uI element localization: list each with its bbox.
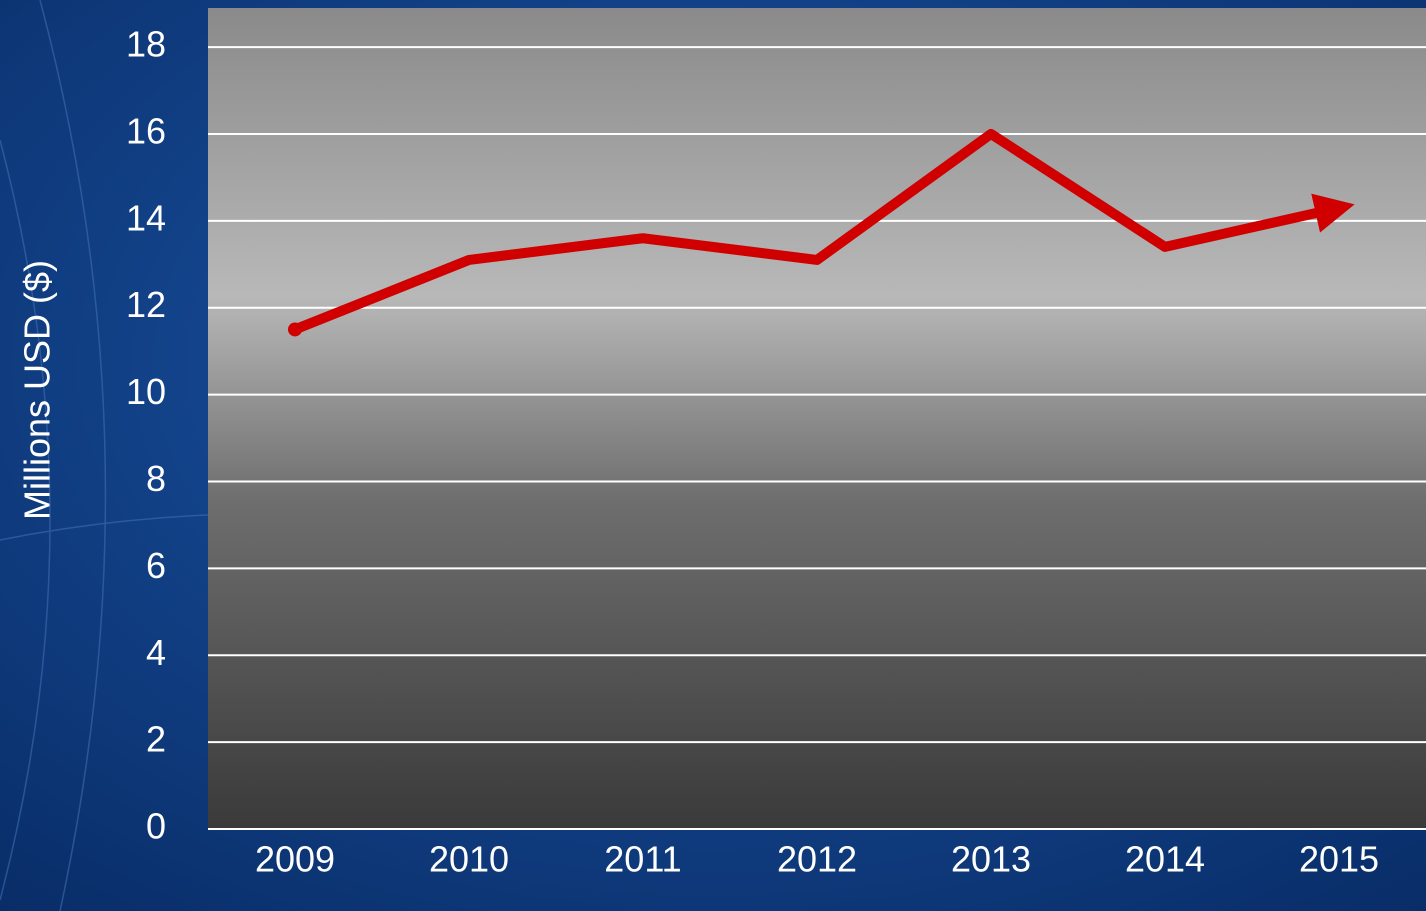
y-tick-label: 4 [146, 632, 166, 673]
y-tick-label: 14 [126, 197, 166, 238]
y-tick-label: 6 [146, 545, 166, 586]
y-tick-label: 16 [126, 110, 166, 151]
x-tick-label: 2013 [951, 839, 1031, 880]
y-axis-label: Millions USD ($) [17, 260, 58, 520]
data-point [1332, 200, 1346, 215]
x-tick-label: 2011 [604, 839, 681, 880]
data-point [288, 322, 302, 337]
y-tick-label: 0 [146, 806, 166, 847]
x-tick-label: 2010 [429, 839, 509, 880]
x-tick-label: 2014 [1125, 839, 1205, 880]
y-tick-label: 10 [126, 371, 166, 412]
plot-background [208, 8, 1426, 829]
y-tick-label: 18 [126, 24, 166, 65]
x-tick-label: 2009 [255, 839, 335, 880]
y-tick-label: 2 [146, 719, 166, 760]
y-tick-label: 8 [146, 458, 166, 499]
x-tick-label: 2012 [777, 839, 857, 880]
y-tick-label: 12 [126, 284, 166, 325]
data-line [293, 128, 1355, 335]
x-tick-label: 2015 [1299, 839, 1379, 880]
